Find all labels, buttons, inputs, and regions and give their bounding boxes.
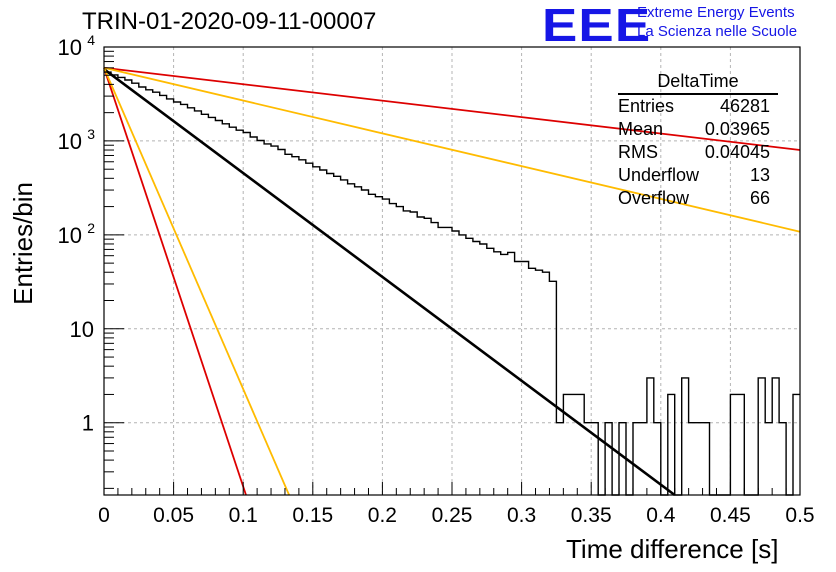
- stats-value: 0.04045: [704, 142, 770, 162]
- stats-value: 46281: [719, 96, 770, 116]
- eee-logo: EEE: [542, 0, 652, 51]
- stats-label: RMS: [618, 142, 658, 162]
- x-tick-label: 0.45: [710, 504, 751, 527]
- y-tick-label: 1: [82, 411, 94, 436]
- fit-line: [103, 68, 676, 497]
- stats-row-entries: Entries 46281: [610, 95, 778, 118]
- stats-title: DeltaTime: [618, 71, 778, 95]
- x-tick-label: 0.1: [229, 504, 258, 527]
- x-tick-label: 0.15: [292, 504, 333, 527]
- x-tick-label: 0.4: [646, 504, 676, 527]
- stats-label: Overflow: [618, 188, 690, 208]
- x-tick-label: 0.3: [507, 504, 536, 527]
- stats-label: Mean: [618, 119, 664, 139]
- stats-value: 13: [749, 165, 770, 185]
- tick-marks: [103, 46, 801, 495]
- stats-box: DeltaTime Entries 46281 Mean 0.03965 RMS…: [610, 71, 778, 210]
- histogram-layer: [104, 71, 800, 496]
- stats-label: Entries: [618, 96, 675, 116]
- y-tick-label: 10: [58, 223, 82, 248]
- x-tick-label: 0.35: [571, 504, 612, 527]
- stats-row-underflow: Underflow 13: [610, 164, 778, 187]
- y-tick-exponent: 2: [87, 220, 95, 236]
- y-tick-label: 10: [58, 35, 82, 60]
- series-layer: [103, 66, 801, 497]
- stats-value: 66: [749, 188, 770, 208]
- reference-line: [103, 66, 801, 233]
- reference-line: [103, 66, 801, 151]
- x-tick-label: 0.2: [368, 504, 397, 527]
- logo-caption-line1: Extreme Energy Events: [637, 4, 795, 21]
- stats-label: Underflow: [618, 165, 700, 185]
- histogram-step: [104, 71, 800, 496]
- logo-caption: Extreme Energy Events La Scienza nelle S…: [637, 3, 797, 41]
- x-tick-label: 0.25: [432, 504, 473, 527]
- y-tick-label: 10: [58, 129, 82, 154]
- y-tick-exponent: 3: [87, 126, 95, 142]
- stats-row-mean: Mean 0.03965: [610, 118, 778, 141]
- x-tick-label: 0: [98, 504, 110, 527]
- x-tick-label: 0.5: [785, 504, 814, 527]
- y-tick-label: 10: [70, 317, 94, 342]
- stats-value: 0.03965: [704, 119, 770, 139]
- logo-caption-line2: La Scienza nelle Scuole: [637, 23, 798, 40]
- tick-labels: 0 0.05 0.1 0.15 0.2 0.25 0.3 0.35 0.4 0.45 0.5 1 10 1…: [58, 32, 815, 527]
- x-axis-label: Time difference [s]: [566, 534, 779, 564]
- reference-line: [103, 67, 247, 496]
- stats-row-rms: RMS 0.04045: [610, 141, 778, 164]
- stats-row-overflow: Overflow 66: [610, 187, 778, 210]
- reference-line: [103, 67, 290, 496]
- y-tick-exponent: 4: [87, 32, 95, 48]
- run-title: TRIN-01-2020-09-11-00007: [82, 8, 377, 35]
- x-tick-label: 0.05: [153, 504, 194, 527]
- y-axis-label: Entries/bin: [8, 182, 38, 305]
